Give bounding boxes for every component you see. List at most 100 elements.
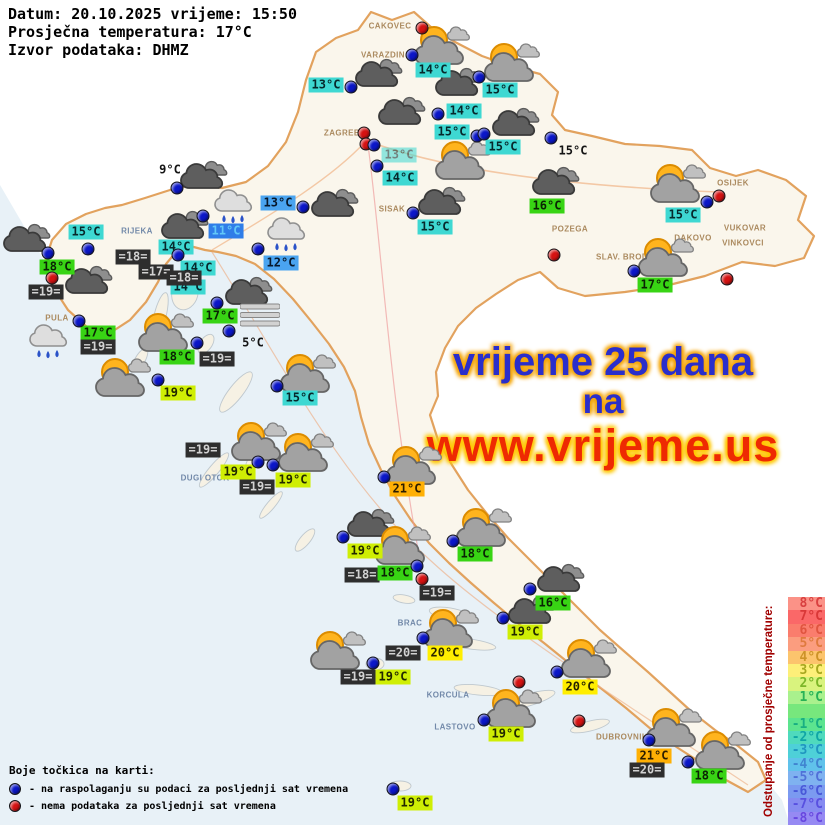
station-dot-data-available — [416, 631, 430, 645]
temp-label: 19°C — [507, 624, 543, 640]
sun-cloud-icon — [435, 141, 491, 180]
temp-label: =19= — [199, 351, 235, 367]
temp-label: =19= — [419, 585, 455, 601]
dark-cloud-icon — [225, 276, 273, 305]
temp-label: 15°C — [434, 124, 470, 140]
station-dot-data-available — [81, 242, 95, 256]
temp-label: 18°C — [691, 768, 727, 784]
scale-row: -1°C — [788, 717, 825, 731]
station-dot-no-data — [415, 21, 429, 35]
sun-cloud-icon — [278, 433, 334, 472]
station-dot-data-available — [370, 159, 384, 173]
station-dot-data-available — [336, 530, 350, 544]
temp-label: 12°C — [263, 255, 299, 271]
city-label: VARAZDIN — [361, 50, 405, 60]
sun-cloud-icon — [486, 689, 542, 728]
scale-row: 3°C — [788, 664, 825, 677]
temp-label: 21°C — [636, 748, 672, 764]
sun-cloud-icon — [561, 639, 617, 678]
temp-label: 14°C — [158, 239, 194, 255]
temp-label: 15°C — [282, 390, 318, 406]
scale-row: -2°C — [788, 731, 825, 744]
sun-cloud-icon — [456, 508, 512, 547]
city-label: CAKOVEC — [368, 21, 412, 31]
station-dot-data-available — [196, 209, 210, 223]
station-dot-data-available — [431, 107, 445, 121]
station-dot-no-data — [720, 272, 734, 286]
temp-label: =18= — [344, 567, 380, 583]
sun-cloud-icon — [280, 354, 336, 393]
station-dot-data-available — [681, 755, 695, 769]
legend-blue-dot — [9, 783, 21, 795]
station-dot-data-available — [477, 713, 491, 727]
city-label: OSIJEK — [717, 178, 749, 188]
scale-row: -8°C — [788, 811, 825, 825]
temp-label: =19= — [239, 479, 275, 495]
temp-label: 19°C — [397, 795, 433, 811]
station-dot-data-available — [377, 470, 391, 484]
watermark: vrijeme 25 dana na www.vrijeme.us — [398, 342, 808, 468]
station-dot-data-available — [700, 195, 714, 209]
station-dot-data-available — [190, 336, 204, 350]
station-dot-data-available — [171, 248, 185, 262]
rain-cloud-icon — [267, 217, 306, 252]
temp-label: 13°C — [381, 147, 417, 163]
station-dot-no-data — [547, 248, 561, 262]
temp-label: 19°C — [275, 472, 311, 488]
sun-cloud-icon — [638, 238, 694, 277]
station-dot-data-available — [550, 665, 564, 679]
temp-label: 18°C — [457, 546, 493, 562]
dark-cloud-icon — [378, 96, 426, 125]
scale-row: 2°C — [788, 677, 825, 691]
temp-label: =17= — [138, 264, 174, 280]
station-dot-data-available — [472, 70, 486, 84]
station-dot-data-available — [170, 181, 184, 195]
watermark-line-1: vrijeme 25 dana — [452, 340, 754, 384]
city-label: DUGI OTOK — [180, 473, 230, 483]
station-dot-data-available — [222, 324, 236, 338]
temp-label: =19= — [28, 284, 64, 300]
station-dot-no-data — [45, 271, 59, 285]
station-dot-no-data — [572, 714, 586, 728]
dark-cloud-icon — [537, 563, 585, 592]
city-label: ZAGREB — [323, 128, 361, 138]
temp-label: 15°C — [485, 139, 521, 155]
scale-row: 7°C — [788, 610, 825, 624]
temp-label: =20= — [629, 762, 665, 778]
station-dot-data-available — [367, 138, 381, 152]
temp-label: 13°C — [308, 77, 344, 93]
scale-row: -4°C — [788, 757, 825, 771]
temp-label: 15°C — [558, 143, 588, 158]
temp-label: 18°C — [159, 349, 195, 365]
legend-red-dot — [9, 800, 21, 812]
temp-label: 17°C — [637, 277, 673, 293]
city-label: PULA — [45, 313, 69, 323]
rain-cloud-icon — [29, 324, 68, 360]
station-dot-no-data — [415, 572, 429, 586]
legend-item-text: - nema podataka za posljednji sat vremen… — [29, 800, 276, 812]
station-dot-data-available — [627, 264, 641, 278]
temp-label: 20°C — [427, 645, 463, 661]
city-label: LASTOVO — [434, 722, 476, 732]
temp-label: 15°C — [482, 82, 518, 98]
scale-title: Odstupanje od prosječne temperature: — [763, 605, 775, 817]
temp-label: =18= — [115, 249, 151, 265]
temp-label: 19°C — [375, 669, 411, 685]
station-dot-data-available — [410, 559, 424, 573]
scale-row: 4°C — [788, 650, 825, 664]
scale-row: 6°C — [788, 623, 825, 637]
temp-label: 18°C — [39, 259, 75, 275]
temp-label: 15°C — [665, 207, 701, 223]
temp-label: 9°C — [159, 162, 181, 177]
station-dot-data-available — [251, 242, 265, 256]
sun-cloud-icon — [484, 43, 540, 82]
temp-label: 11°C — [208, 223, 244, 239]
dark-cloud-icon — [311, 188, 359, 217]
station-dot-data-available — [406, 206, 420, 220]
watermark-line-2: na — [582, 382, 624, 421]
temp-label: 17°C — [80, 325, 116, 341]
city-label: BRAC — [397, 618, 423, 628]
temp-label: 18°C — [377, 565, 413, 581]
station-dot-data-available — [344, 80, 358, 94]
city-label: RIJEKA — [121, 226, 153, 236]
